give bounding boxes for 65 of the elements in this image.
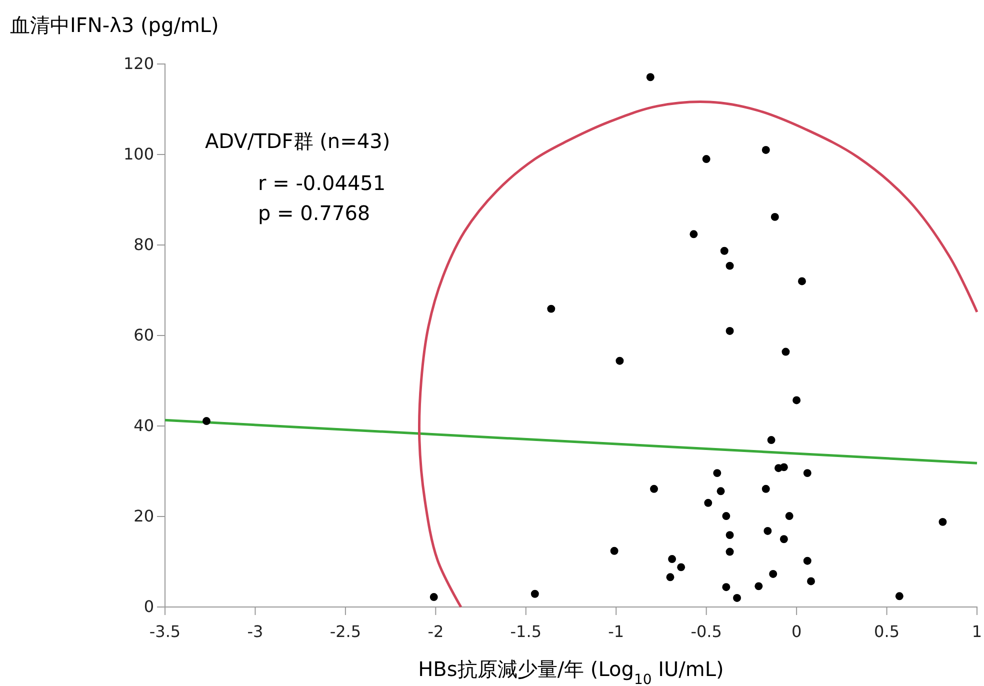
- point: [938, 518, 947, 526]
- y-tick-label: 40: [134, 416, 154, 436]
- point: [713, 469, 722, 478]
- point: [722, 512, 730, 520]
- y-tick-label: 120: [123, 54, 154, 74]
- point: [726, 262, 734, 270]
- point: [733, 594, 741, 602]
- point: [807, 577, 815, 586]
- annotation: r = -0.04451: [258, 171, 386, 195]
- point: [803, 469, 812, 478]
- point: [764, 527, 772, 535]
- point: [666, 573, 674, 582]
- point: [547, 304, 556, 313]
- point: [770, 212, 779, 221]
- point: [895, 592, 904, 600]
- line-series: [418, 100, 978, 608]
- point: [720, 246, 728, 255]
- point: [668, 555, 676, 564]
- y-tick-label: 60: [134, 326, 154, 345]
- point: [650, 484, 658, 493]
- x-tick-label: -1: [608, 622, 624, 642]
- x-axis-title: HBs抗原減少量/年 (Log$_{10}$ IU/mL): [418, 657, 724, 686]
- point: [782, 348, 790, 356]
- point: [792, 396, 801, 404]
- x-tick-label: 0: [791, 622, 802, 642]
- point: [646, 73, 654, 82]
- annotation: p = 0.7768: [258, 201, 370, 225]
- x-tick-label: 0.5: [874, 622, 900, 642]
- point: [616, 356, 624, 365]
- point: [726, 326, 734, 335]
- point: [785, 512, 794, 520]
- y-tick-label: 0: [144, 597, 154, 616]
- point: [702, 155, 710, 164]
- x-tick-label: -3: [247, 622, 264, 642]
- point: [726, 531, 734, 540]
- point: [722, 583, 730, 592]
- point: [762, 146, 770, 154]
- point: [677, 563, 686, 572]
- y-tick-label: 100: [123, 144, 154, 164]
- point: [803, 556, 812, 565]
- point: [430, 593, 438, 602]
- x-tick-label: -3.5: [149, 622, 181, 642]
- point: [202, 417, 210, 426]
- x-tick-label: 1: [972, 622, 982, 642]
- annotation: ADV/TDF群 (n=43): [205, 129, 390, 153]
- point: [798, 277, 806, 286]
- point: [610, 546, 618, 555]
- y-axis-title: 血清中IFN-λ3 (pg/mL): [10, 13, 219, 37]
- x-tick-label: -2: [428, 622, 444, 642]
- point: [780, 535, 788, 544]
- point: [726, 548, 734, 556]
- point: [704, 498, 712, 507]
- point: [762, 484, 770, 493]
- point: [716, 487, 725, 496]
- y-tick-label: 20: [134, 506, 154, 526]
- point: [530, 590, 539, 598]
- point: [690, 230, 698, 238]
- x-tick-label: -2.5: [330, 622, 362, 642]
- point: [780, 463, 788, 472]
- x-tick-label: -0.5: [690, 622, 722, 642]
- point: [769, 570, 778, 578]
- point: [754, 582, 763, 590]
- x-tick-label: -1.5: [510, 622, 542, 642]
- point: [767, 436, 776, 444]
- y-tick-label: 80: [134, 235, 154, 254]
